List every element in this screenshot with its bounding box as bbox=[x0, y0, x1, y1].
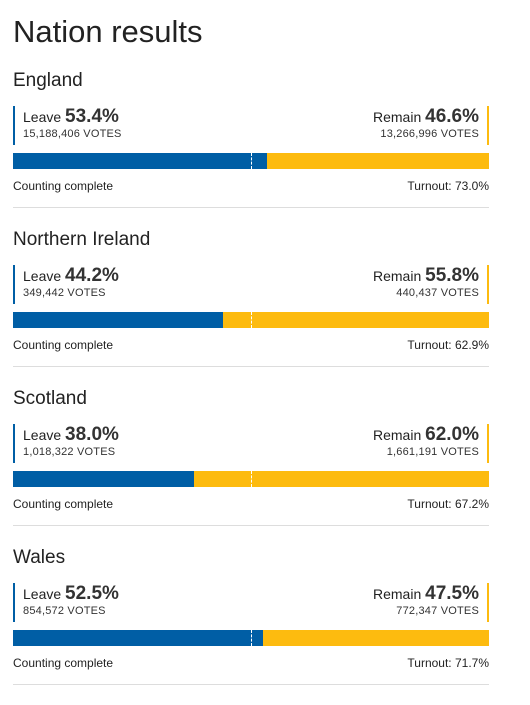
leave-label: Leave bbox=[23, 586, 62, 602]
leave-votes: 1,018,322 VOTES bbox=[23, 446, 116, 458]
leave-percentage: 38.0% bbox=[65, 424, 119, 445]
remain-votes: 440,437 VOTES bbox=[396, 287, 479, 299]
result-bar bbox=[13, 312, 489, 328]
counting-status: Counting complete bbox=[13, 179, 114, 193]
result-bar bbox=[13, 630, 489, 646]
leave-label: Leave bbox=[23, 427, 62, 443]
nation-name: England bbox=[13, 70, 83, 91]
leave-votes: 15,188,406 VOTES bbox=[23, 128, 122, 140]
remain-votes: 772,347 VOTES bbox=[396, 605, 479, 617]
nation-name: Northern Ireland bbox=[13, 229, 151, 250]
leave-result: Leave 44.2% 349,442 VOTES bbox=[13, 265, 119, 304]
nation-name: Wales bbox=[13, 547, 66, 568]
majority-line bbox=[251, 630, 252, 646]
remain-votes: 1,661,191 VOTES bbox=[386, 446, 479, 458]
remain-result: Remain 47.5% 772,347 VOTES bbox=[373, 583, 489, 622]
result-bar bbox=[13, 471, 489, 487]
divider bbox=[13, 366, 489, 367]
leave-votes: 854,572 VOTES bbox=[23, 605, 106, 617]
counting-status: Counting complete bbox=[13, 656, 114, 670]
remain-result: Remain 46.6% 13,266,996 VOTES bbox=[373, 106, 489, 145]
nation-name: Scotland bbox=[13, 388, 87, 409]
divider bbox=[13, 525, 489, 526]
remain-percentage: 47.5% bbox=[425, 583, 479, 604]
leave-bar-fill bbox=[13, 630, 263, 646]
leave-percentage: 53.4% bbox=[65, 106, 119, 127]
turnout: Turnout: 71.7% bbox=[407, 656, 489, 670]
leave-bar-fill bbox=[13, 471, 194, 487]
remain-label: Remain bbox=[372, 427, 422, 443]
counting-status: Counting complete bbox=[13, 338, 114, 352]
leave-votes: 349,442 VOTES bbox=[23, 287, 106, 299]
remain-percentage: 46.6% bbox=[425, 106, 479, 127]
page-title: Nation results bbox=[13, 14, 203, 49]
remain-label: Remain bbox=[372, 268, 422, 284]
counting-status: Counting complete bbox=[13, 497, 114, 511]
turnout: Turnout: 67.2% bbox=[407, 497, 489, 511]
leave-percentage: 44.2% bbox=[65, 265, 119, 286]
nation-result-northern-ireland: Northern Ireland Leave 44.2% 349,442 VOT… bbox=[13, 228, 489, 387]
leave-label: Leave bbox=[23, 109, 62, 125]
remain-result: Remain 62.0% 1,661,191 VOTES bbox=[373, 424, 489, 463]
divider bbox=[13, 684, 489, 685]
turnout: Turnout: 73.0% bbox=[407, 179, 489, 193]
remain-result: Remain 55.8% 440,437 VOTES bbox=[373, 265, 489, 304]
majority-line bbox=[251, 471, 252, 487]
leave-result: Leave 52.5% 854,572 VOTES bbox=[13, 583, 119, 622]
majority-line bbox=[251, 312, 252, 328]
turnout: Turnout: 62.9% bbox=[407, 338, 489, 352]
majority-line bbox=[251, 153, 252, 169]
leave-label: Leave bbox=[23, 268, 62, 284]
remain-votes: 13,266,996 VOTES bbox=[380, 128, 479, 140]
leave-bar-fill bbox=[13, 312, 224, 328]
nation-result-scotland: Scotland Leave 38.0% 1,018,322 VOTES Rem… bbox=[13, 387, 489, 546]
remain-label: Remain bbox=[372, 109, 422, 125]
nation-result-england: England Leave 53.4% 15,188,406 VOTES Rem… bbox=[13, 69, 489, 228]
remain-percentage: 55.8% bbox=[425, 265, 479, 286]
divider bbox=[13, 207, 489, 208]
remain-percentage: 62.0% bbox=[425, 424, 479, 445]
leave-result: Leave 53.4% 15,188,406 VOTES bbox=[13, 106, 122, 145]
leave-result: Leave 38.0% 1,018,322 VOTES bbox=[13, 424, 119, 463]
nation-result-wales: Wales Leave 52.5% 854,572 VOTES Remain 4… bbox=[13, 546, 489, 705]
leave-bar-fill bbox=[13, 153, 268, 169]
remain-label: Remain bbox=[372, 586, 422, 602]
result-bar bbox=[13, 153, 489, 169]
leave-percentage: 52.5% bbox=[65, 583, 119, 604]
